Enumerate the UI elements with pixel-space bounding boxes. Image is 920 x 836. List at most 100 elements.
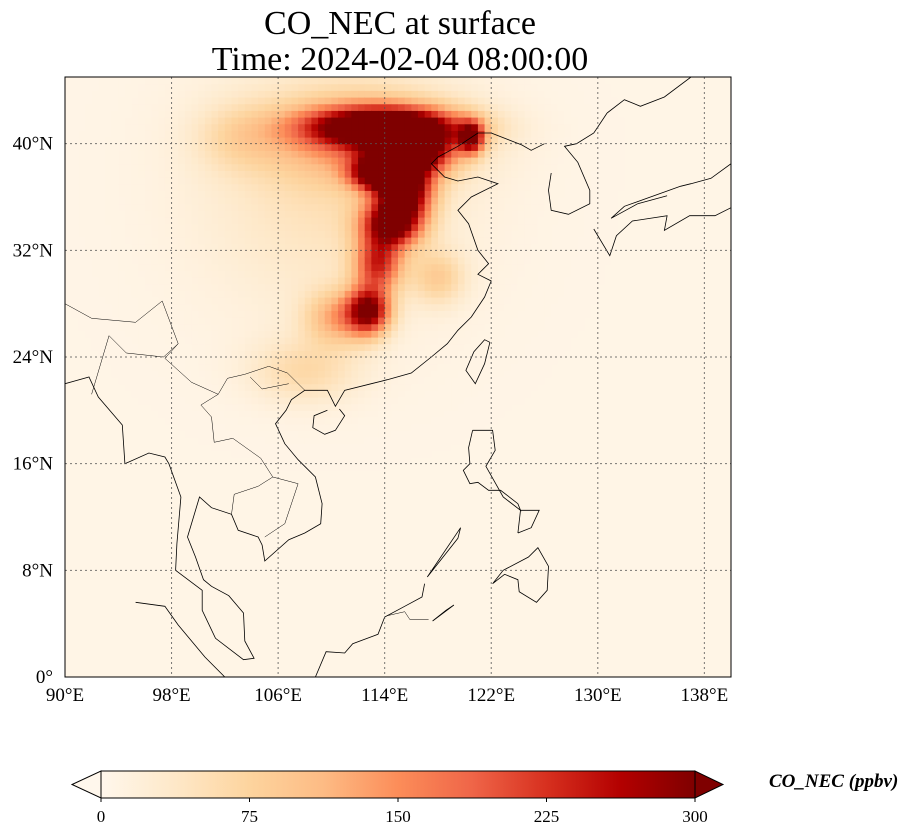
field-cell: [364, 183, 372, 191]
field-cell: [298, 317, 306, 325]
field-cell: [111, 323, 119, 331]
field-cell: [378, 570, 386, 578]
field-cell: [124, 437, 133, 445]
field-cell: [231, 97, 239, 105]
field-cell: [218, 137, 226, 145]
field-cell: [158, 617, 166, 625]
field-cell: [338, 230, 346, 238]
field-cell: [404, 177, 412, 185]
field-cell: [258, 370, 266, 378]
field-cell: [404, 557, 412, 565]
field-cell: [344, 437, 352, 445]
field-cell: [304, 357, 313, 365]
field-cell: [351, 343, 359, 351]
field-cell: [178, 143, 186, 151]
field-cell: [224, 83, 233, 91]
field-cell: [98, 490, 106, 498]
field-cell: [178, 417, 186, 425]
field-cell: [151, 617, 159, 625]
field-cell: [204, 343, 213, 351]
field-cell: [398, 557, 406, 565]
field-cell: [198, 330, 206, 338]
field-cell: [284, 563, 293, 571]
field-cell: [311, 603, 319, 611]
field-cell: [211, 457, 219, 465]
field-cell: [264, 343, 273, 351]
field-cell: [264, 423, 273, 431]
field-cell: [65, 190, 73, 198]
field-cell: [424, 663, 432, 671]
field-cell: [204, 243, 213, 251]
field-cell: [204, 323, 213, 331]
field-cell: [218, 157, 226, 165]
field-cell: [191, 617, 199, 625]
field-cell: [164, 77, 173, 85]
field-cell: [371, 297, 379, 305]
field-cell: [164, 497, 173, 505]
field-cell: [144, 190, 153, 198]
field-cell: [378, 257, 386, 265]
field-cell: [424, 583, 432, 591]
field-cell: [324, 77, 332, 85]
field-cell: [324, 463, 332, 471]
field-cell: [118, 470, 126, 478]
field-cell: [424, 437, 432, 445]
field-cell: [258, 403, 266, 411]
field-cell: [164, 223, 173, 231]
field-cell: [198, 83, 206, 91]
field-cell: [111, 203, 119, 211]
field-cell: [71, 637, 79, 645]
field-cell: [351, 457, 359, 465]
field-cell: [424, 497, 432, 505]
field-cell: [417, 410, 426, 418]
field-cell: [264, 610, 273, 618]
field-cell: [278, 383, 286, 391]
field-cell: [411, 503, 419, 511]
field-cell: [184, 537, 193, 545]
field-cell: [304, 657, 313, 665]
field-cell: [278, 303, 286, 311]
field-cell: [411, 357, 419, 365]
field-cell: [271, 277, 279, 285]
field-cell: [231, 583, 239, 591]
field-cell: [364, 343, 372, 351]
field-cell: [411, 603, 419, 611]
field-cell: [291, 670, 299, 677]
field-cell: [364, 377, 372, 385]
field-cell: [391, 250, 399, 258]
field-cell: [204, 450, 213, 458]
field-cell: [318, 230, 326, 238]
field-cell: [358, 670, 366, 677]
field-cell: [198, 183, 206, 191]
field-cell: [298, 470, 306, 478]
field-cell: [158, 303, 166, 311]
field-cell: [144, 163, 153, 171]
field-cell: [191, 217, 199, 225]
field-cell: [118, 517, 126, 525]
field-cell: [131, 670, 139, 677]
field-cell: [171, 257, 179, 265]
field-cell: [251, 670, 259, 677]
field-cell: [238, 450, 246, 458]
field-cell: [311, 643, 319, 651]
field-cell: [164, 510, 173, 518]
field-cell: [111, 477, 119, 485]
field-cell: [331, 650, 339, 658]
field-cell: [371, 123, 379, 131]
field-cell: [65, 663, 73, 671]
field-cell: [118, 490, 126, 498]
field-cell: [231, 643, 239, 651]
field-cell: [218, 243, 226, 251]
field-cell: [171, 377, 179, 385]
field-cell: [104, 290, 113, 298]
field-cell: [204, 483, 213, 491]
field-cell: [144, 550, 153, 558]
field-cell: [251, 390, 259, 398]
field-cell: [224, 283, 233, 291]
field-cell: [284, 297, 293, 305]
field-cell: [424, 123, 432, 131]
field-cell: [331, 583, 339, 591]
field-cell: [231, 270, 239, 278]
field-cell: [131, 437, 139, 445]
field-cell: [411, 117, 419, 125]
